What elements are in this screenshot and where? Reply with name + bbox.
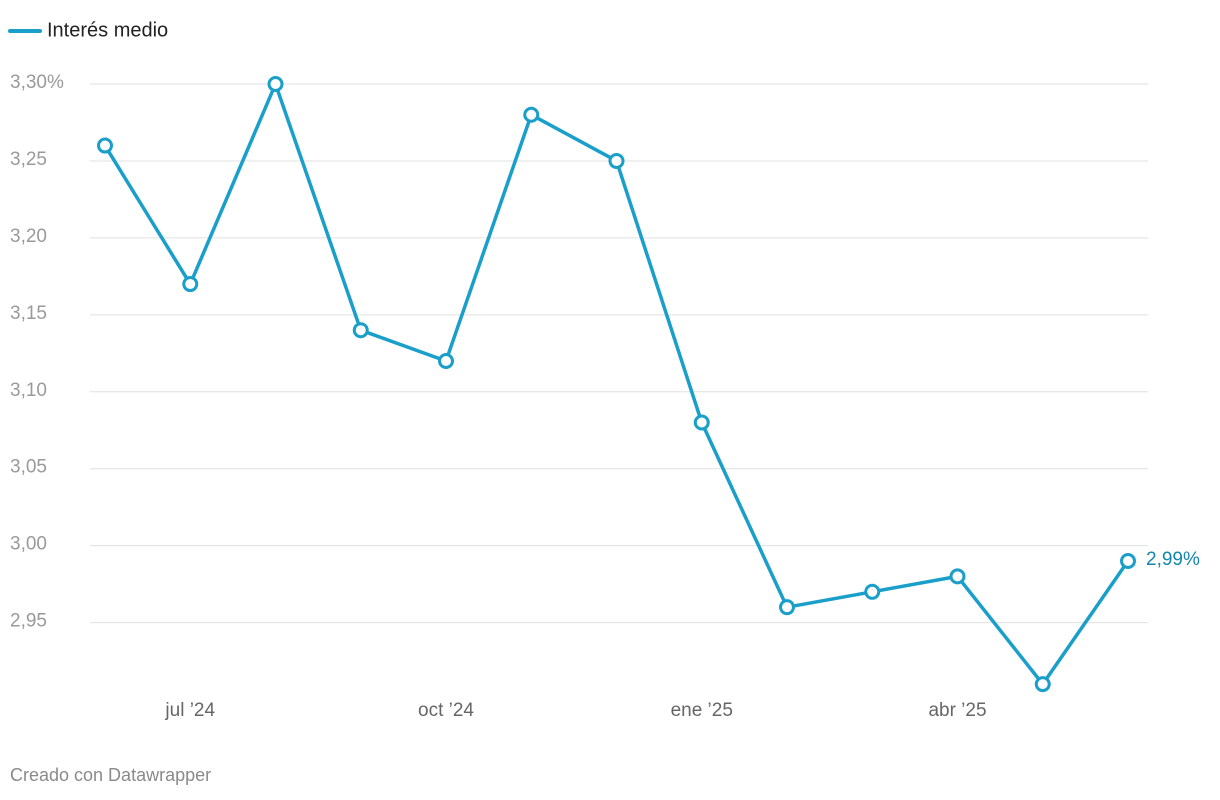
point: [1120, 553, 1136, 570]
footer: Creado con Datawrapper: [10, 765, 211, 785]
x-tick-label: oct ’24: [418, 700, 474, 721]
x-tick-label: ene ’25: [671, 700, 733, 721]
legend-label: Interés medio: [47, 19, 168, 41]
y-tick-label: 3,05: [10, 457, 47, 478]
y-tick-label: 3,10: [10, 380, 47, 401]
point: [523, 106, 540, 123]
point: [1034, 676, 1051, 693]
y-tick-label: 3,25: [10, 149, 47, 170]
point: [779, 599, 795, 616]
line: [103, 82, 1130, 686]
y-tick-label: 2,95: [10, 611, 47, 632]
point: [693, 414, 710, 431]
point: [182, 276, 199, 293]
y-tick-label: 3,15: [10, 303, 47, 324]
x-tick-label: abr ’25: [928, 700, 986, 721]
point: [608, 152, 625, 169]
y-tick-label: 3,20: [10, 226, 47, 247]
y-tick-label: 3,00: [10, 534, 47, 555]
point: [438, 352, 454, 369]
y-tick-label: 3,30%: [10, 72, 64, 93]
x-tick-label: jul ’24: [164, 700, 215, 721]
point: [949, 568, 966, 585]
point: [352, 322, 369, 339]
point: [267, 76, 284, 92]
value-label: 2,99%: [1146, 549, 1200, 570]
point: [864, 583, 881, 600]
point: [97, 137, 113, 154]
